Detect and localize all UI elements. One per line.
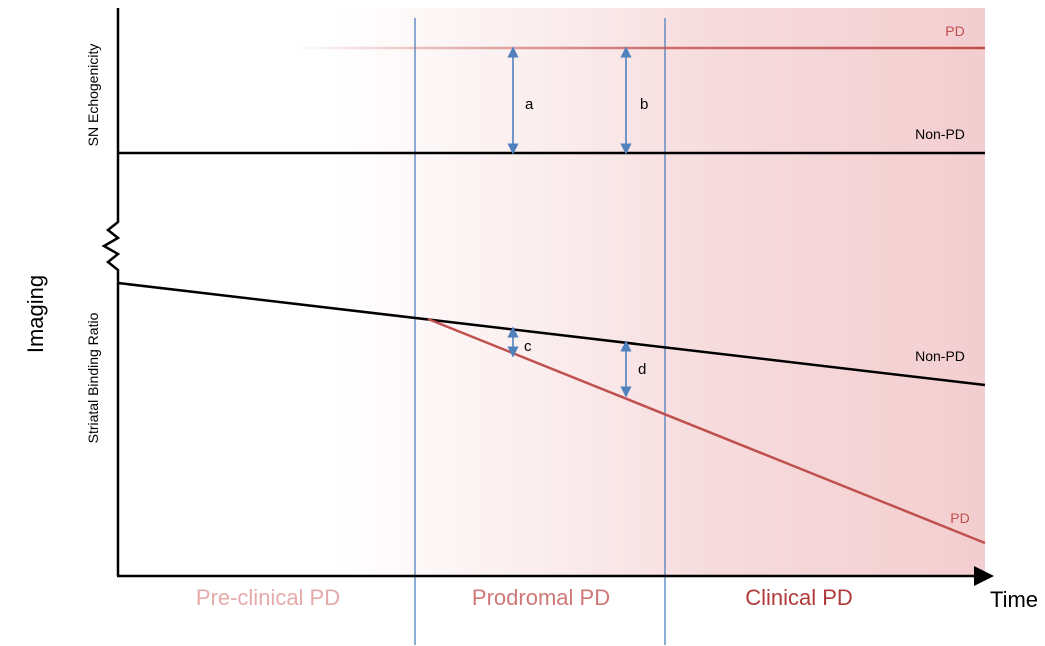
difference-label-c: c [524,338,532,355]
difference-label-b: b [640,96,648,113]
x-axis-title: Time [990,587,1038,612]
sbr-pd-label: PD [950,510,969,526]
phase-label-clinical: Clinical PD [745,585,853,610]
difference-label-a: a [525,96,534,113]
sn-non-pd-label: Non-PD [915,126,965,142]
phase-label-prodromal: Prodromal PD [472,585,610,610]
sbr-non-pd-line [117,281,986,387]
sbr-pd-line [427,317,986,545]
sbr-non-pd-label: Non-PD [915,348,965,364]
striatal-binding-axis-label: Striatal Binding Ratio [85,312,101,443]
phase-shading [330,8,985,576]
y-axis-title: Imaging [23,275,48,353]
sn-echogenicity-axis-label: SN Echogenicity [85,44,101,147]
phase-label-preclinical: Pre-clinical PD [196,585,340,610]
sn-pd-label: PD [945,23,964,39]
difference-label-d: d [638,361,646,378]
y-axis [101,8,121,576]
